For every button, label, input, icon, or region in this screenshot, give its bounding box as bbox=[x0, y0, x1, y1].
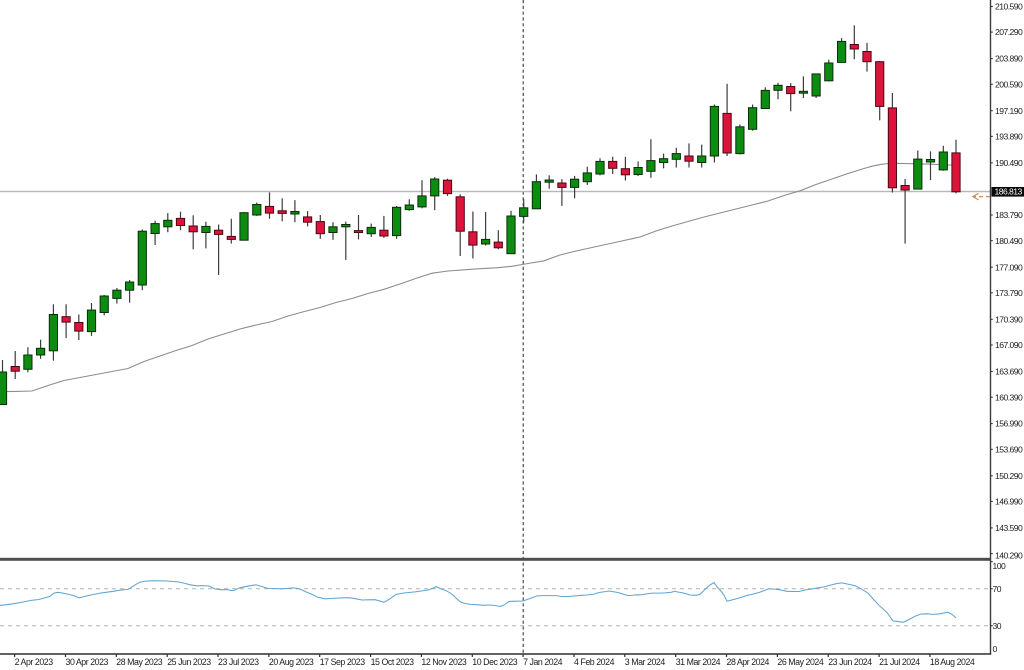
svg-text:177.090: 177.090 bbox=[995, 262, 1023, 272]
svg-text:17 Sep 2023: 17 Sep 2023 bbox=[320, 657, 366, 667]
svg-text:3 Mar 2024: 3 Mar 2024 bbox=[625, 657, 666, 667]
svg-text:30: 30 bbox=[993, 621, 1002, 631]
svg-text:31 Mar 2024: 31 Mar 2024 bbox=[676, 657, 721, 667]
svg-text:23 Jun 2024: 23 Jun 2024 bbox=[828, 657, 872, 667]
svg-text:156.990: 156.990 bbox=[995, 419, 1023, 429]
svg-text:2 Apr 2023: 2 Apr 2023 bbox=[15, 657, 54, 667]
svg-text:23 Jul 2023: 23 Jul 2023 bbox=[218, 657, 259, 667]
svg-text:167.090: 167.090 bbox=[995, 340, 1023, 350]
svg-text:203.890: 203.890 bbox=[995, 54, 1023, 64]
svg-text:193.890: 193.890 bbox=[995, 132, 1023, 142]
svg-text:20 Aug 2023: 20 Aug 2023 bbox=[269, 657, 314, 667]
svg-text:200.590: 200.590 bbox=[995, 79, 1023, 89]
svg-text:140.290: 140.290 bbox=[995, 550, 1023, 560]
svg-text:12 Nov 2023: 12 Nov 2023 bbox=[421, 657, 466, 667]
svg-text:173.790: 173.790 bbox=[995, 288, 1023, 298]
svg-text:70: 70 bbox=[993, 584, 1002, 594]
svg-text:100: 100 bbox=[993, 561, 1006, 571]
svg-text:21 Jul 2024: 21 Jul 2024 bbox=[879, 657, 920, 667]
svg-text:183.790: 183.790 bbox=[995, 210, 1023, 220]
svg-text:30 Apr 2023: 30 Apr 2023 bbox=[66, 657, 109, 667]
svg-text:25 Jun 2023: 25 Jun 2023 bbox=[167, 657, 211, 667]
svg-text:28 May 2023: 28 May 2023 bbox=[116, 657, 162, 667]
svg-text:0: 0 bbox=[993, 644, 998, 654]
svg-text:163.690: 163.690 bbox=[995, 367, 1023, 377]
svg-text:197.190: 197.190 bbox=[995, 106, 1023, 116]
svg-text:143.590: 143.590 bbox=[995, 523, 1023, 533]
svg-text:186.813: 186.813 bbox=[995, 187, 1023, 197]
svg-text:180.490: 180.490 bbox=[995, 236, 1023, 246]
svg-text:28 Apr 2024: 28 Apr 2024 bbox=[727, 657, 770, 667]
svg-text:10 Dec 2023: 10 Dec 2023 bbox=[472, 657, 517, 667]
svg-text:18 Aug 2024: 18 Aug 2024 bbox=[930, 657, 975, 667]
svg-text:153.690: 153.690 bbox=[995, 444, 1023, 454]
svg-text:146.990: 146.990 bbox=[995, 497, 1023, 507]
svg-text:26 May 2024: 26 May 2024 bbox=[777, 657, 823, 667]
svg-text:190.490: 190.490 bbox=[995, 158, 1023, 168]
svg-text:15 Oct 2023: 15 Oct 2023 bbox=[371, 657, 415, 667]
svg-text:150.290: 150.290 bbox=[995, 471, 1023, 481]
svg-text:207.290: 207.290 bbox=[995, 27, 1023, 37]
svg-text:7 Jan 2024: 7 Jan 2024 bbox=[523, 657, 563, 667]
svg-text:210.590: 210.590 bbox=[995, 2, 1023, 12]
svg-text:4 Feb 2024: 4 Feb 2024 bbox=[574, 657, 615, 667]
svg-text:170.390: 170.390 bbox=[995, 314, 1023, 324]
svg-text:160.390: 160.390 bbox=[995, 392, 1023, 402]
